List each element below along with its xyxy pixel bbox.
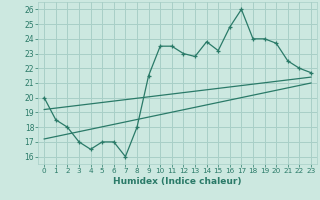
X-axis label: Humidex (Indice chaleur): Humidex (Indice chaleur) (113, 177, 242, 186)
